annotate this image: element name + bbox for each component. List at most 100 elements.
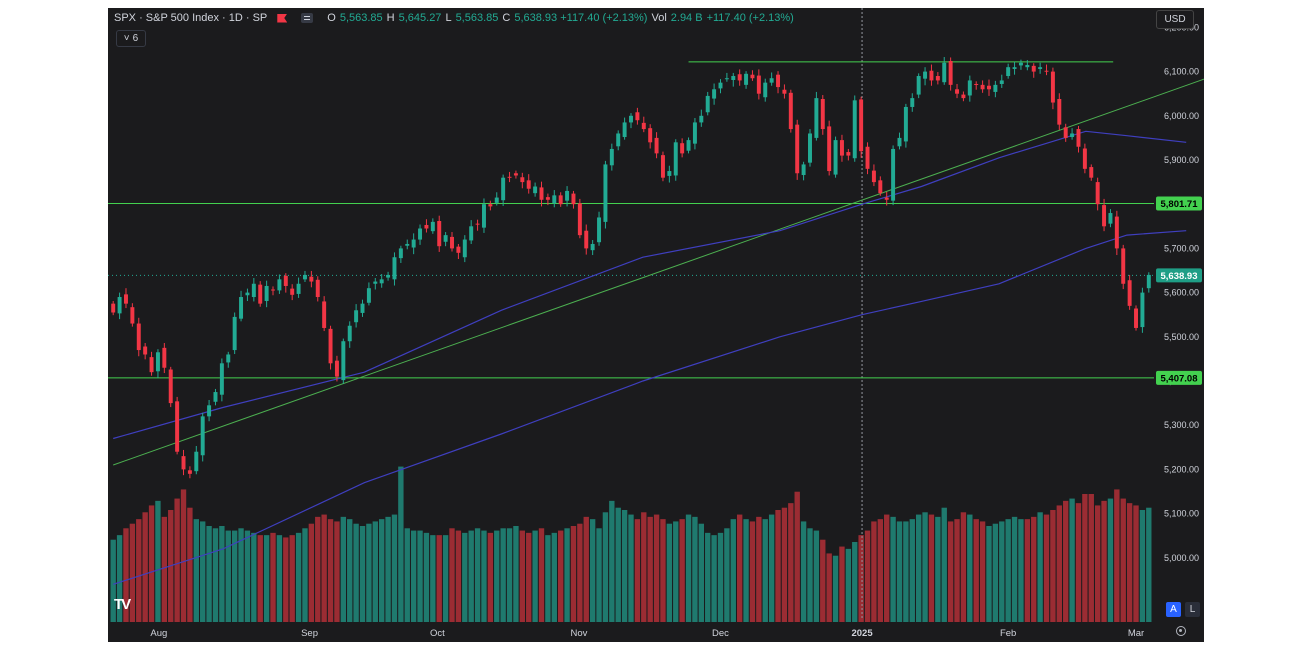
candle[interactable]: [744, 73, 749, 85]
candle[interactable]: [935, 76, 940, 81]
candle[interactable]: [219, 363, 224, 395]
candle[interactable]: [328, 328, 333, 364]
candle[interactable]: [187, 470, 192, 474]
candle[interactable]: [366, 288, 371, 303]
candle[interactable]: [475, 223, 480, 225]
candle[interactable]: [660, 155, 665, 178]
log-scale-button[interactable]: L: [1185, 602, 1200, 617]
candle[interactable]: [1012, 67, 1017, 69]
candle[interactable]: [1127, 280, 1132, 306]
candle[interactable]: [769, 78, 774, 83]
candle[interactable]: [750, 74, 755, 79]
candle[interactable]: [533, 186, 538, 194]
candle[interactable]: [507, 176, 512, 178]
candle[interactable]: [315, 279, 320, 298]
candle[interactable]: [871, 170, 876, 183]
candle[interactable]: [379, 279, 384, 284]
gear-icon[interactable]: [1176, 626, 1186, 636]
candle[interactable]: [808, 133, 812, 163]
candle[interactable]: [405, 243, 410, 246]
candle[interactable]: [501, 177, 506, 201]
candle[interactable]: [859, 99, 864, 152]
candle[interactable]: [1102, 205, 1107, 227]
flag-icon[interactable]: [277, 13, 288, 23]
candle[interactable]: [833, 140, 838, 175]
candle[interactable]: [718, 82, 723, 89]
candle[interactable]: [136, 323, 141, 351]
currency-button[interactable]: USD: [1156, 10, 1194, 29]
candle[interactable]: [1140, 292, 1145, 328]
candle[interactable]: [980, 84, 985, 90]
candle[interactable]: [258, 284, 263, 304]
candle[interactable]: [1018, 62, 1023, 66]
candle[interactable]: [450, 236, 454, 249]
candle[interactable]: [929, 70, 934, 81]
candle[interactable]: [207, 405, 212, 417]
candle[interactable]: [712, 89, 717, 99]
candle[interactable]: [373, 281, 378, 284]
candle[interactable]: [673, 142, 678, 176]
candle[interactable]: [565, 190, 570, 201]
candle[interactable]: [884, 197, 889, 200]
candle[interactable]: [175, 401, 180, 452]
candle[interactable]: [296, 283, 301, 294]
candle[interactable]: [577, 203, 582, 236]
candle[interactable]: [852, 100, 857, 159]
candle[interactable]: [117, 297, 122, 314]
price-chart[interactable]: 5,000.005,100.005,200.005,300.005,400.00…: [108, 8, 1204, 642]
candle[interactable]: [1146, 274, 1151, 289]
candle[interactable]: [194, 451, 199, 472]
candle[interactable]: [245, 292, 250, 296]
candle[interactable]: [1025, 64, 1030, 68]
candle[interactable]: [155, 352, 160, 372]
menu-icon[interactable]: [301, 13, 314, 23]
candle[interactable]: [1006, 67, 1011, 77]
candle[interactable]: [622, 122, 627, 138]
candle[interactable]: [705, 95, 710, 113]
candle[interactable]: [111, 303, 116, 313]
candle[interactable]: [424, 224, 429, 229]
candle[interactable]: [347, 325, 352, 342]
candle[interactable]: [1044, 70, 1049, 72]
candle[interactable]: [590, 243, 595, 251]
candle[interactable]: [1057, 99, 1062, 125]
candle[interactable]: [788, 92, 793, 130]
candle[interactable]: [993, 84, 998, 92]
candle[interactable]: [386, 274, 391, 278]
candle[interactable]: [814, 98, 819, 138]
candle[interactable]: [322, 301, 327, 328]
candle[interactable]: [910, 98, 915, 107]
candle[interactable]: [392, 257, 397, 280]
chart-frame[interactable]: 5,000.005,100.005,200.005,300.005,400.00…: [108, 8, 1204, 642]
candle[interactable]: [1095, 182, 1100, 205]
candle[interactable]: [264, 285, 269, 301]
candle[interactable]: [597, 217, 602, 243]
candle[interactable]: [232, 316, 237, 351]
candle[interactable]: [999, 80, 1004, 84]
candle[interactable]: [801, 164, 806, 176]
candle[interactable]: [680, 143, 685, 154]
candle[interactable]: [290, 288, 295, 295]
candle[interactable]: [143, 346, 148, 355]
candle[interactable]: [181, 456, 186, 470]
candle[interactable]: [520, 177, 525, 183]
candle[interactable]: [226, 354, 231, 363]
candle[interactable]: [162, 347, 167, 368]
candle[interactable]: [955, 89, 960, 94]
indicators-toggle[interactable]: ˅ 6: [116, 30, 146, 47]
candle[interactable]: [839, 140, 844, 156]
candle[interactable]: [942, 62, 947, 83]
candle[interactable]: [865, 146, 870, 169]
candle[interactable]: [488, 204, 493, 207]
candle[interactable]: [271, 289, 275, 291]
candle[interactable]: [724, 78, 729, 80]
candle[interactable]: [552, 195, 557, 204]
candle[interactable]: [686, 140, 691, 151]
candle[interactable]: [616, 133, 621, 147]
candle[interactable]: [923, 71, 928, 79]
candle[interactable]: [629, 115, 633, 123]
candle[interactable]: [283, 275, 288, 286]
candle[interactable]: [903, 106, 908, 142]
candle[interactable]: [539, 187, 544, 200]
symbol-title[interactable]: SPX · S&P 500 Index · 1D · SP: [114, 12, 268, 24]
